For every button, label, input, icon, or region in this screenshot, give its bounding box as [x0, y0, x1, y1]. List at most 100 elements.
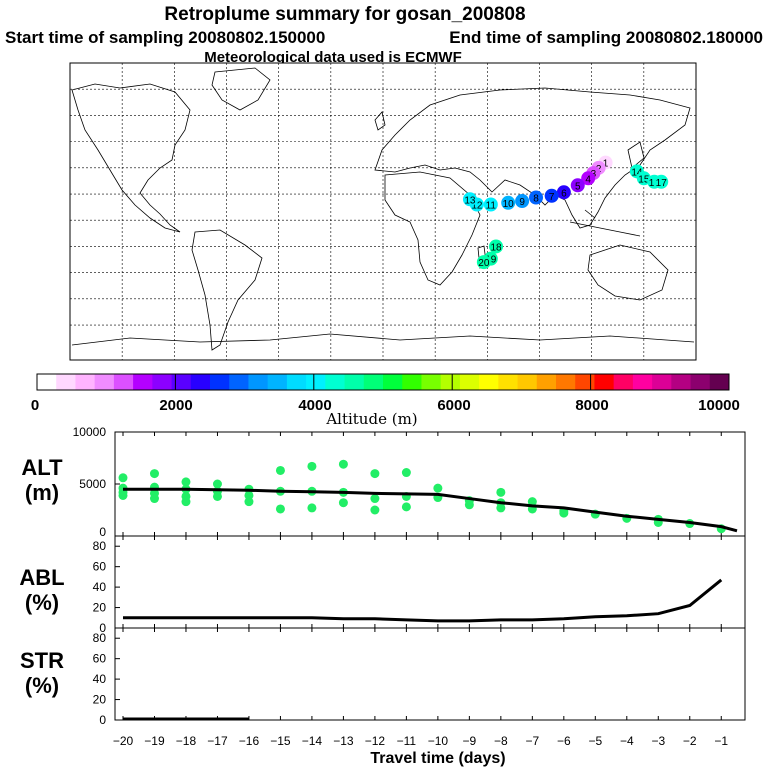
alt-scatter-point — [559, 508, 569, 518]
alt-scatter-point — [307, 461, 317, 471]
plume-point — [515, 194, 530, 209]
alt-scatter-point — [181, 497, 191, 507]
alt-scatter-point — [464, 500, 474, 510]
y-tick-label: 0 — [99, 713, 106, 727]
alt-scatter-point — [433, 483, 443, 493]
x-tick-label: −6 — [557, 734, 571, 748]
y-tick-label: 20 — [93, 693, 107, 707]
alt-scatter-point — [212, 479, 222, 489]
x-tick-label: −7 — [525, 734, 539, 748]
colorbar-cell — [344, 374, 365, 390]
colorbar-cell — [383, 374, 403, 390]
x-tick-label: −4 — [620, 734, 634, 748]
str-panel-label: STR — [20, 648, 64, 673]
plume-point — [556, 185, 571, 200]
colorbar-cell — [267, 374, 288, 390]
x-tick-label: −14 — [302, 734, 323, 748]
australia-coast — [587, 244, 669, 301]
abl-panel: ABL (%) 0 20 40 60 80 — [19, 535, 746, 635]
eurasia-coast — [374, 87, 691, 229]
plume-point — [483, 197, 498, 212]
colorbar-cell — [248, 374, 269, 390]
x-tick-label: −13 — [333, 734, 354, 748]
plume-point — [581, 171, 596, 186]
colorbar-tick-label: 8000 — [575, 397, 608, 414]
alt-median-line — [123, 487, 738, 533]
plume-point-label: 4 — [585, 174, 591, 185]
south-america-coast — [191, 229, 263, 351]
alt-scatter-point — [496, 487, 506, 497]
colorbar-cell — [37, 374, 57, 390]
colorbar-cell — [613, 374, 634, 390]
plume-point-label: 19 — [485, 255, 497, 266]
abl-panel-label: ABL — [19, 565, 64, 590]
uk-coast — [374, 111, 386, 131]
alt-scatter-point — [338, 498, 348, 508]
x-tick-label: −15 — [270, 734, 291, 748]
plume-point — [654, 174, 669, 189]
y-tick-label: 0 — [99, 621, 106, 635]
x-tick-label: −19 — [144, 734, 165, 748]
alt-scatter-point — [118, 473, 128, 483]
alt-ytick-label: 5000 — [79, 477, 106, 491]
y-tick-label: 80 — [93, 539, 107, 553]
plume-point-label: 7 — [549, 192, 555, 203]
alt-panel: ALT (m) 0 5000 10000 — [21, 425, 746, 539]
colorbar-cell — [652, 374, 672, 390]
met-data-label: Meteorological data used is ECMWF — [204, 49, 462, 66]
colorbar-cell — [133, 374, 153, 390]
alt-scatter-point — [275, 504, 285, 514]
plume-point-label: 15 — [638, 174, 650, 185]
y-tick-label: 20 — [93, 601, 107, 615]
str-panel-frame — [114, 627, 746, 721]
colorbar-cell — [363, 374, 384, 390]
plume-point-label: 12 — [471, 201, 483, 212]
plume-point-label: 6 — [561, 188, 567, 199]
x-tick-label: −11 — [397, 734, 417, 748]
alt-scatter-point — [401, 468, 411, 478]
x-tick-label: −3 — [651, 734, 665, 748]
indonesia-coast — [569, 209, 641, 237]
colorbar-cell — [190, 374, 211, 390]
alt-scatter-point — [181, 477, 191, 487]
plume-points: 1234567891011121314151617181920 — [462, 155, 669, 270]
colorbar-cell — [671, 374, 691, 390]
colorbar-cell — [440, 374, 461, 390]
plume-point-label: 1 — [603, 159, 609, 170]
colorbar-cell — [517, 374, 538, 390]
colorbar-cell — [479, 374, 499, 390]
figure-title: Retroplume summary for gosan_200808 — [164, 4, 525, 25]
antarctica-coast — [71, 333, 695, 346]
x-tick-label: −16 — [239, 734, 260, 748]
colorbar-cell — [709, 374, 730, 390]
colorbar-cell — [75, 374, 96, 390]
alt-scatter-point — [496, 503, 506, 513]
y-tick-label: 80 — [93, 631, 107, 645]
alt-scatter-point — [275, 465, 285, 475]
colorbar-label: Altitude (m) — [325, 410, 417, 428]
abl-panel-unit: (%) — [25, 590, 59, 615]
alt-scatter-point — [370, 494, 380, 504]
greenland-coast — [211, 67, 271, 111]
alt-scatter-point — [307, 503, 317, 513]
colorbar-cell — [575, 374, 595, 390]
colorbar-cell — [536, 374, 557, 390]
plume-point — [489, 239, 504, 254]
colorbar-cell — [498, 374, 518, 390]
plume-point — [570, 178, 585, 193]
plume-point-label: 18 — [490, 242, 502, 253]
y-tick-label: 40 — [93, 580, 107, 594]
start-time-label: Start time of sampling 20080802.150000 — [5, 28, 325, 47]
colorbar-tick-label: 6000 — [437, 397, 470, 414]
colorbar-cell — [632, 374, 653, 390]
end-time-label: End time of sampling 20080802.180000 — [449, 28, 763, 47]
colorbar-cell — [594, 374, 615, 390]
alt-scatter-point — [527, 497, 537, 507]
colorbar-tick-label: 0 — [31, 397, 39, 414]
alt-scatter-point — [401, 502, 411, 512]
colorbar-cell — [171, 374, 192, 390]
plume-point-label: 11 — [486, 201, 497, 212]
x-tick-label: −10 — [428, 734, 449, 748]
x-tick-label: −20 — [113, 734, 134, 748]
